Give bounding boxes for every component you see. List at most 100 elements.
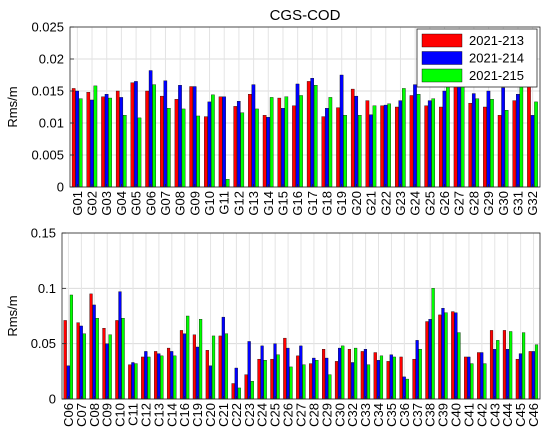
bar-top-G20-s2 — [354, 95, 359, 188]
bar-top-G04-s1 — [115, 90, 120, 188]
bar-top-G05-s2 — [134, 81, 138, 188]
bar-bottom-C16-s3 — [186, 315, 190, 400]
bar-top-G01-s2 — [75, 90, 79, 188]
bar-top-G12-s1 — [233, 106, 238, 188]
bar-top-G17-s3 — [313, 85, 318, 188]
bar-bottom-C32-s2 — [350, 362, 355, 400]
bar-top-G06-s2 — [148, 70, 153, 188]
bar-bottom-C21-s3 — [224, 333, 229, 400]
bar-top-G30-s1 — [497, 115, 502, 188]
legend-entry: 2021-215 — [469, 68, 524, 83]
x-tick-label: C22 — [229, 403, 244, 427]
bar-top-G13-s2 — [251, 84, 256, 188]
x-tick-label: G20 — [349, 191, 364, 216]
y-tick-label: 0.025 — [31, 20, 64, 35]
bar-bottom-C14-s3 — [173, 355, 177, 400]
y-axis-label: Rms/m — [5, 86, 20, 127]
bar-bottom-C39-s2 — [441, 308, 445, 400]
bar-top-G16-s1 — [292, 105, 296, 188]
bar-bottom-C22-s1 — [231, 383, 235, 400]
bar-bottom-C41-s3 — [470, 363, 474, 400]
bar-bottom-C43-s2 — [493, 349, 497, 400]
y-tick-label: 0.015 — [31, 84, 64, 99]
bar-top-G19-s2 — [339, 74, 344, 188]
bar-bottom-C20-s3 — [211, 335, 216, 400]
bar-top-G27-s2 — [457, 81, 461, 188]
bar-bottom-C07-s3 — [82, 333, 86, 400]
x-tick-label: C16 — [177, 403, 192, 427]
bar-top-G23-s3 — [402, 88, 406, 188]
x-tick-label: G12 — [231, 191, 246, 216]
bar-top-G25-s3 — [431, 98, 436, 188]
bar-bottom-C45-s2 — [518, 353, 523, 400]
bar-top-G01-s1 — [71, 88, 76, 188]
bar-bottom-C45-s3 — [521, 332, 526, 400]
bar-top-G21-s2 — [369, 114, 373, 188]
bar-bottom-C22-s2 — [234, 367, 238, 400]
bar-top-G17-s1 — [306, 81, 311, 188]
x-tick-label: C08 — [87, 403, 102, 427]
x-tick-label: G30 — [496, 191, 511, 216]
bar-top-G27-s1 — [453, 81, 458, 188]
bar-bottom-C27-s2 — [299, 345, 303, 400]
x-tick-label: C42 — [474, 403, 489, 427]
bar-bottom-C36-s3 — [405, 378, 409, 400]
x-tick-label: C11 — [126, 403, 141, 426]
x-tick-label: C36 — [397, 403, 412, 427]
x-tick-label: G22 — [378, 191, 393, 216]
x-tick-label: C34 — [371, 403, 386, 427]
x-tick-label: G10 — [202, 191, 217, 216]
bar-top-G15-s1 — [277, 97, 282, 188]
x-tick-label: G18 — [320, 191, 335, 216]
x-tick-label: G19 — [334, 191, 349, 216]
bar-bottom-C33-s2 — [363, 349, 368, 400]
bar-bottom-C26-s1 — [283, 337, 287, 400]
bar-top-G26-s3 — [446, 86, 450, 188]
x-tick-label: G04 — [114, 191, 129, 216]
bar-top-G17-s2 — [310, 78, 314, 188]
y-tick-label: 0.01 — [39, 116, 64, 131]
x-tick-label: G26 — [437, 191, 452, 216]
x-tick-label: G07 — [158, 191, 173, 216]
bar-bottom-C41-s1 — [464, 356, 468, 400]
bar-bottom-C20-s1 — [205, 350, 209, 400]
bar-top-G28-s2 — [471, 93, 476, 188]
bar-top-G03-s2 — [104, 94, 109, 188]
bar-top-G31-s3 — [519, 86, 524, 188]
bar-top-G09-s1 — [189, 86, 193, 188]
x-tick-label: G29 — [481, 191, 496, 216]
bar-top-G02-s3 — [93, 85, 98, 188]
bar-top-G07-s2 — [163, 80, 168, 188]
bar-bottom-C13-s1 — [154, 351, 158, 400]
bar-bottom-C45-s1 — [515, 358, 519, 400]
x-tick-label: C28 — [306, 403, 321, 427]
bar-bottom-C10-s1 — [115, 320, 119, 400]
bar-top-G01-s3 — [78, 98, 83, 188]
bar-top-G32-s2 — [530, 115, 535, 188]
bar-bottom-C29-s3 — [328, 374, 332, 400]
bar-top-G09-s2 — [192, 86, 197, 188]
bar-bottom-C39-s3 — [444, 312, 448, 400]
x-tick-label: C06 — [61, 403, 76, 427]
x-tick-label: C46 — [526, 403, 541, 427]
bar-top-G09-s3 — [196, 115, 201, 188]
bar-bottom-C36-s1 — [399, 356, 403, 400]
bar-bottom-C38-s3 — [431, 288, 435, 400]
bar-top-G08-s2 — [178, 85, 182, 188]
x-tick-label: G13 — [246, 191, 261, 216]
bar-top-G31-s1 — [512, 100, 517, 188]
bar-bottom-C08-s1 — [89, 293, 93, 400]
bar-bottom-C38-s1 — [425, 321, 429, 400]
y-tick-label: 0.15 — [31, 226, 56, 241]
x-tick-label: G17 — [305, 191, 320, 216]
bar-bottom-C11-s1 — [128, 364, 132, 400]
bar-top-G11-s3 — [225, 179, 230, 188]
bar-top-G29-s2 — [486, 90, 491, 188]
bar-top-G13-s1 — [248, 94, 252, 188]
bar-top-G12-s2 — [236, 101, 241, 188]
bar-top-G15-s3 — [284, 96, 289, 188]
bar-bottom-C24-s3 — [263, 360, 267, 400]
bar-top-G21-s1 — [365, 100, 370, 188]
bar-bottom-C30-s2 — [338, 347, 342, 400]
x-tick-label: C40 — [449, 403, 464, 427]
